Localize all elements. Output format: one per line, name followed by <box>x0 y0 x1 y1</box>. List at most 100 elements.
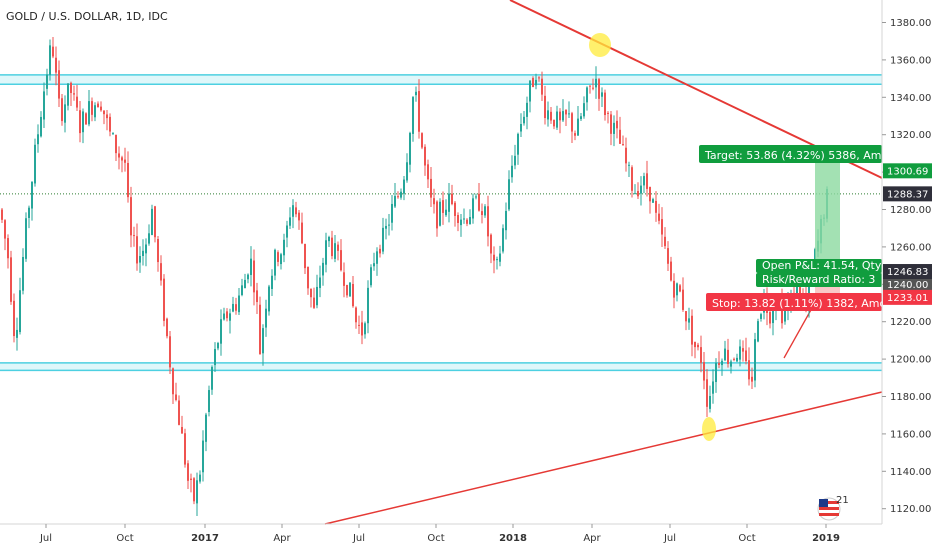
candle-body <box>256 290 258 303</box>
drawing-overlay[interactable]: Target: 53.86 (4.32%) 5386, Amo Open P&L:… <box>0 33 888 441</box>
candle-body <box>568 113 570 115</box>
candle <box>151 204 153 236</box>
candle-body <box>478 193 480 211</box>
candle-body <box>676 283 678 296</box>
candle <box>652 197 654 203</box>
candle-body <box>424 146 426 166</box>
candle <box>205 412 207 452</box>
candle-body <box>250 258 252 275</box>
risk-reward-label[interactable]: Risk/Reward Ratio: 3 <box>756 273 882 287</box>
candle-body <box>640 185 642 194</box>
candle-body <box>727 349 729 364</box>
price-axis[interactable]: 1120.00 1140.00 1160.00 1180.00 1200.00 1220.… <box>882 18 931 515</box>
flag-badge: 21 <box>836 495 849 506</box>
candle-body <box>667 248 669 264</box>
candle <box>436 200 438 237</box>
candle-body <box>670 261 672 281</box>
candle-body <box>385 225 387 229</box>
highlight-marker-top[interactable] <box>589 33 611 57</box>
candle-body <box>316 286 318 306</box>
candle-body <box>700 347 702 363</box>
candle-body <box>580 116 582 120</box>
candle-body <box>706 379 708 407</box>
candle-body <box>613 122 615 134</box>
risk-reward-label-text: Risk/Reward Ratio: 3 <box>762 273 875 286</box>
candle-body <box>592 87 594 89</box>
time-tick-label: Apr <box>273 533 291 544</box>
candle-body <box>481 211 483 216</box>
candle <box>718 351 720 369</box>
candle-body <box>235 304 237 311</box>
candle <box>22 248 24 295</box>
candle-body <box>46 74 48 89</box>
candle <box>568 101 570 119</box>
candle-body <box>487 206 489 237</box>
candle-body <box>439 201 441 226</box>
candle <box>736 353 738 363</box>
target-label-bg <box>699 145 882 163</box>
candle-body <box>133 235 135 237</box>
entry-price-tag-text: 1246.83 <box>887 267 928 278</box>
candle <box>172 367 174 404</box>
candle <box>604 89 606 121</box>
candle <box>484 204 486 218</box>
open-pl-label[interactable]: Open P&L: 41.54, Qty: <box>756 259 884 273</box>
short-trendline[interactable] <box>783 307 813 359</box>
candle-body <box>664 236 666 247</box>
candle-body <box>130 197 132 236</box>
candle-body <box>679 285 681 292</box>
candle-body <box>145 244 147 254</box>
candle <box>529 80 531 113</box>
candle <box>343 262 345 298</box>
candle <box>67 83 69 111</box>
candle-body <box>190 478 192 480</box>
flag-icon[interactable] <box>817 497 841 521</box>
candle <box>364 321 366 339</box>
candle-body <box>202 440 204 473</box>
candle <box>637 182 639 200</box>
time-tick-label: Oct <box>116 533 133 544</box>
time-axis[interactable]: Jul Oct 2017 Apr Jul Oct 2018 Apr Jul Oct 2019 <box>39 524 840 544</box>
candle-body <box>160 263 162 281</box>
candle <box>259 296 261 355</box>
time-tick-label: 2018 <box>499 533 527 544</box>
candle <box>721 358 723 376</box>
highlight-marker-bottom[interactable] <box>702 417 716 441</box>
candle-body <box>619 129 621 144</box>
target-label[interactable]: Target: 53.86 (4.32%) 5386, Amo <box>699 145 888 163</box>
candle-body <box>67 83 69 106</box>
candle <box>43 82 45 128</box>
candle-body <box>445 209 447 216</box>
ascending-trendline[interactable] <box>324 391 883 525</box>
candle <box>271 269 273 296</box>
candle-body <box>703 362 705 381</box>
stop-label[interactable]: Stop: 13.82 (1.11%) 1382, Amo <box>706 293 886 311</box>
candle-body <box>358 324 360 326</box>
risk-reward-label-bg <box>756 273 882 287</box>
price-tags: 1300.69 1288.37 1240.00 1246.83 1233.01 <box>883 163 932 305</box>
candle <box>154 205 156 243</box>
candle-body <box>22 256 24 291</box>
candle <box>613 115 615 147</box>
candle-body <box>163 278 165 321</box>
candle-body <box>463 218 465 220</box>
candle-body <box>406 162 408 181</box>
candle <box>232 296 234 313</box>
candle <box>532 76 534 88</box>
candle-body <box>730 361 732 367</box>
candle <box>553 119 555 130</box>
candle <box>64 95 66 133</box>
candle-body <box>337 244 339 251</box>
candle-body <box>364 323 366 335</box>
candle <box>724 340 726 362</box>
candle <box>406 153 408 183</box>
candle-body <box>652 199 654 203</box>
profit-zone[interactable] <box>815 162 840 272</box>
candle <box>445 199 447 217</box>
candle-body <box>148 233 150 244</box>
candle-body <box>100 106 102 111</box>
candle <box>550 106 552 124</box>
candle-body <box>541 78 543 95</box>
candle-body <box>598 79 600 99</box>
